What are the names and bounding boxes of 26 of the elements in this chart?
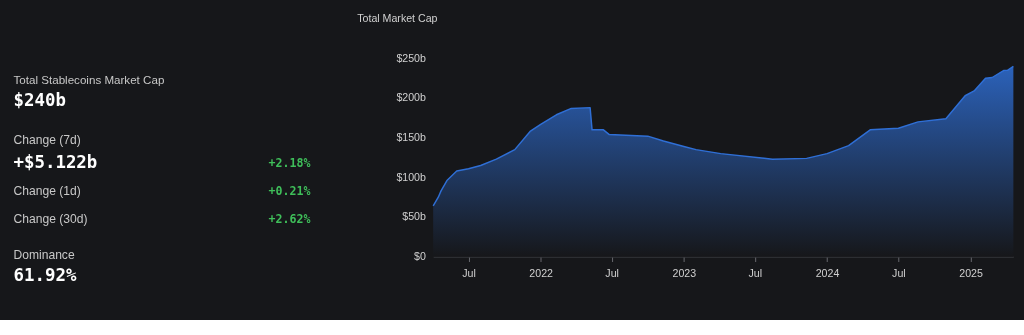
text: 61.92% [13,264,77,285]
x-tick-label: Jul [748,266,763,279]
text: +2.62% [268,211,311,226]
y-tick-label: $150b [396,131,427,144]
y-tick-label: $100b [396,170,427,183]
y-tick-label: $200b [396,91,427,104]
y-tick-label: $250b [396,51,427,64]
text: +2.18% [268,155,311,170]
x-tick-label: Jul [462,266,476,279]
chart-title: Total Market Cap [357,11,438,24]
text: Change (30d) [13,211,88,226]
text: Total Stablecoins Market Cap [13,72,165,86]
x-tick-label: 2024 [815,266,840,279]
x-tick-label: 2022 [529,266,554,279]
text: +$5.122b [13,151,98,172]
x-tick-label: 2023 [672,266,697,279]
x-tick-label: 2025 [959,266,983,279]
text: Change (1d) [13,183,81,198]
y-tick-label: $0 [414,250,427,263]
y-tick-label: $50b [402,210,427,223]
text: +0.21% [268,183,311,198]
text: Dominance [13,247,75,262]
text: $240b [13,89,66,110]
text: Change (7d) [13,132,81,147]
x-tick-label: Jul [892,266,906,279]
x-tick-label: Jul [605,266,619,279]
